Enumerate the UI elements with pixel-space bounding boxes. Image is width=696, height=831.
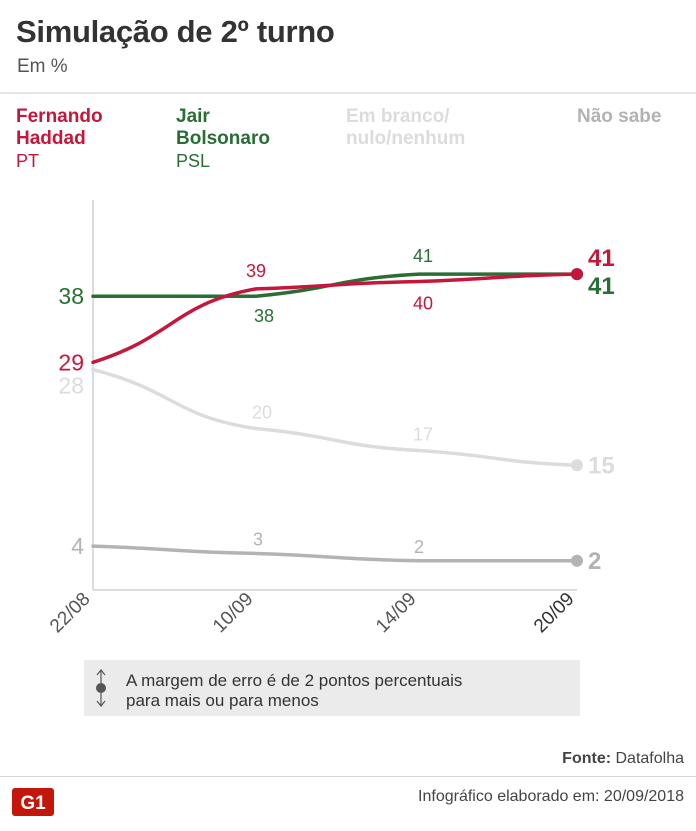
legend-name-line2: Bolsonaro <box>176 128 270 149</box>
infographic-credit: Infográfico elaborado em: 20/09/2018 <box>418 788 684 805</box>
legend-name-line1: Jair <box>176 106 210 127</box>
end-value-label: 41 <box>588 245 615 272</box>
data-label: 20 <box>252 403 272 423</box>
data-label: 28 <box>58 373 84 399</box>
legend-name: Fernando Haddad <box>16 106 103 150</box>
legend-party: PT <box>16 151 40 171</box>
legend-name: Jair Bolsonaro <box>176 106 270 150</box>
data-label: 38 <box>58 283 84 309</box>
logo-text: G1 <box>20 793 46 814</box>
header-divider <box>0 92 696 94</box>
series-line <box>91 544 579 563</box>
data-label: 2 <box>414 537 424 557</box>
g1-logo: G1 <box>12 788 54 816</box>
legend-name-line1: Fernando <box>16 106 103 127</box>
data-point <box>571 459 583 472</box>
series-line <box>91 272 579 365</box>
legend-name-line2: Haddad <box>16 128 86 149</box>
data-label: 3 <box>253 529 263 549</box>
source-label: Fonte: <box>562 750 612 767</box>
legend-item-nao-sabe: Não sabe <box>577 106 661 128</box>
margin-note-line2: para mais ou para menos <box>126 691 319 710</box>
data-label: 29 <box>58 349 84 375</box>
legend-item-haddad: Fernando Haddad PT <box>16 106 103 172</box>
x-tick-label: 20/09 <box>530 589 578 637</box>
source-credit: Fonte: Datafolha <box>562 750 684 768</box>
x-tick-label: 22/08 <box>46 589 94 637</box>
legend-item-bolsonaro: Jair Bolsonaro PSL <box>176 106 270 172</box>
legend-name-line1: Em branco/ <box>346 106 450 127</box>
data-point <box>571 268 583 281</box>
data-label: 41 <box>413 246 433 266</box>
end-value-label: 2 <box>588 548 601 575</box>
margin-note-text: A margem de erro é de 2 pontos percentua… <box>126 671 462 711</box>
x-tick-label: 14/09 <box>372 589 420 637</box>
legend-name-line1: Não sabe <box>577 106 662 127</box>
legend-item-branco: Em branco/ nulo/nenhum <box>346 106 465 150</box>
data-label: 40 <box>413 294 433 314</box>
end-value-label: 15 <box>588 452 615 479</box>
margin-note-line1: A margem de erro é de 2 pontos percentua… <box>126 671 463 690</box>
page-title: Simulação de 2º turno <box>16 14 335 49</box>
end-value-label: 41 <box>588 273 615 300</box>
data-label: 38 <box>254 306 274 326</box>
data-label: 17 <box>413 425 433 445</box>
data-point <box>571 554 583 567</box>
margin-arrows-icon <box>96 669 106 707</box>
legend-name: Não sabe <box>577 106 661 128</box>
page-subtitle: Em % <box>17 56 68 77</box>
footer-divider <box>0 776 696 777</box>
legend-name: Em branco/ nulo/nenhum <box>346 106 465 150</box>
x-tick-label: 10/09 <box>209 589 257 637</box>
series-line <box>91 367 579 467</box>
margin-note: A margem de erro é de 2 pontos percentua… <box>84 660 580 716</box>
data-label: 39 <box>246 261 266 281</box>
source-value: Datafolha <box>615 750 685 767</box>
legend-name-line2: nulo/nenhum <box>346 128 466 149</box>
legend-party: PSL <box>176 151 211 171</box>
data-label: 4 <box>71 533 84 559</box>
